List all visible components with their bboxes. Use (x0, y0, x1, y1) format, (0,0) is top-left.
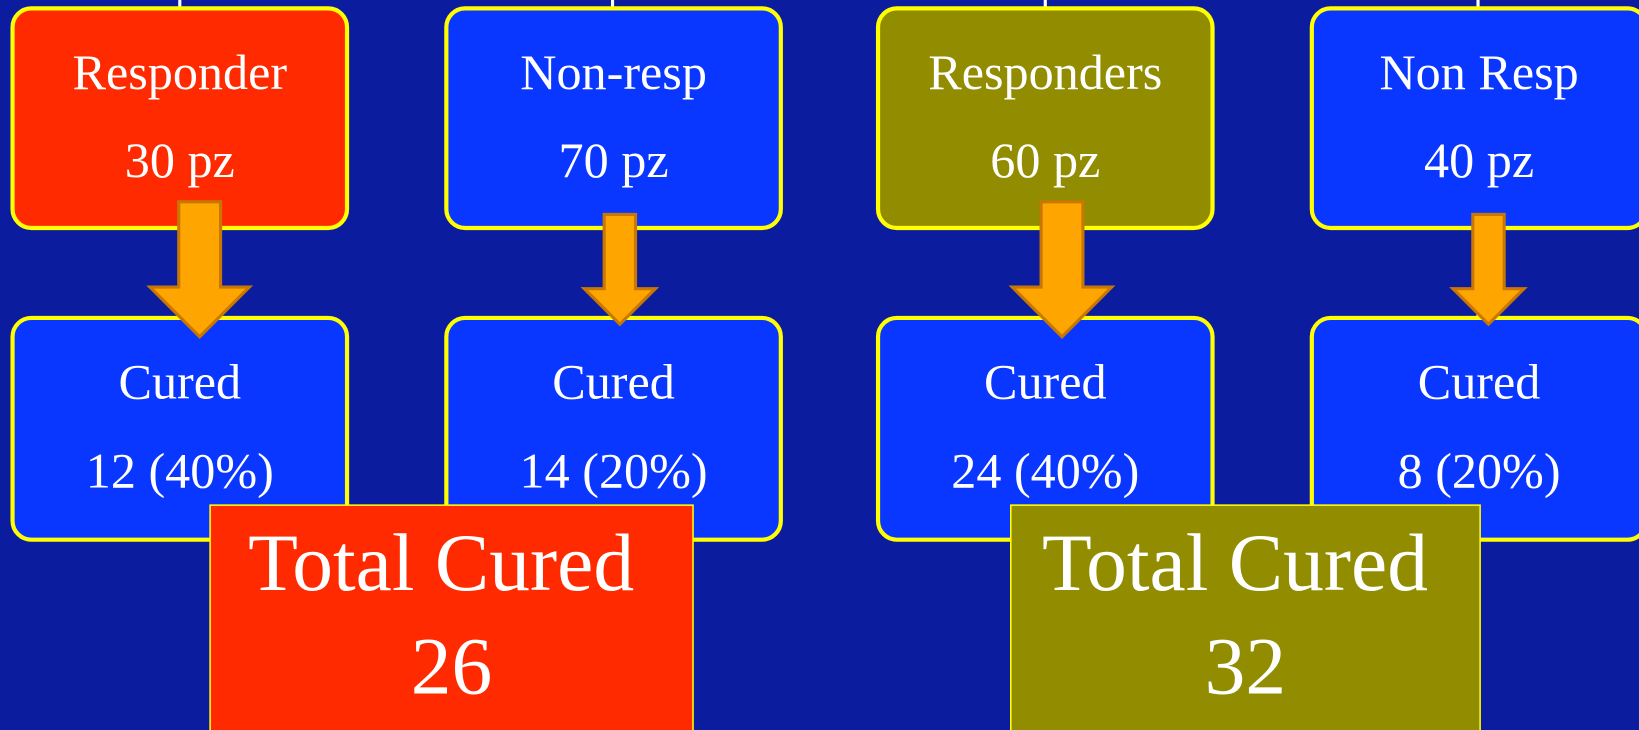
cured-value: 14 (20%) (520, 442, 708, 498)
cured-label: Cured (118, 353, 241, 409)
group-label: Non-resp (520, 44, 707, 100)
cured-label: Cured (552, 353, 675, 409)
total-value: 32 (1205, 620, 1287, 711)
cured-label: Cured (1418, 353, 1541, 409)
total-box (1010, 504, 1481, 730)
group-count: 40 pz (1424, 132, 1534, 188)
group-box (444, 6, 783, 231)
group-count: 60 pz (990, 132, 1100, 188)
arrow (1008, 200, 1116, 339)
total-label: Total Cured (248, 517, 634, 608)
cured-value: 24 (40%) (951, 442, 1139, 498)
group-box (1309, 6, 1639, 231)
arrow (1449, 212, 1528, 327)
cured-value: 12 (40%) (86, 442, 274, 498)
group-count: 30 pz (125, 132, 235, 188)
total-label: Total Cured (1042, 517, 1428, 608)
arrow (580, 212, 660, 327)
group-box (875, 6, 1215, 231)
group-box (10, 6, 350, 231)
group-count: 70 pz (559, 132, 669, 188)
total-value: 26 (411, 620, 493, 711)
arrow (146, 200, 254, 339)
group-label: Non Resp (1379, 44, 1578, 100)
cured-label: Cured (984, 353, 1107, 409)
group-label: Responders (928, 44, 1162, 100)
group-label: Responder (73, 44, 288, 100)
total-box (209, 504, 694, 730)
cured-value: 8 (20%) (1398, 442, 1561, 498)
